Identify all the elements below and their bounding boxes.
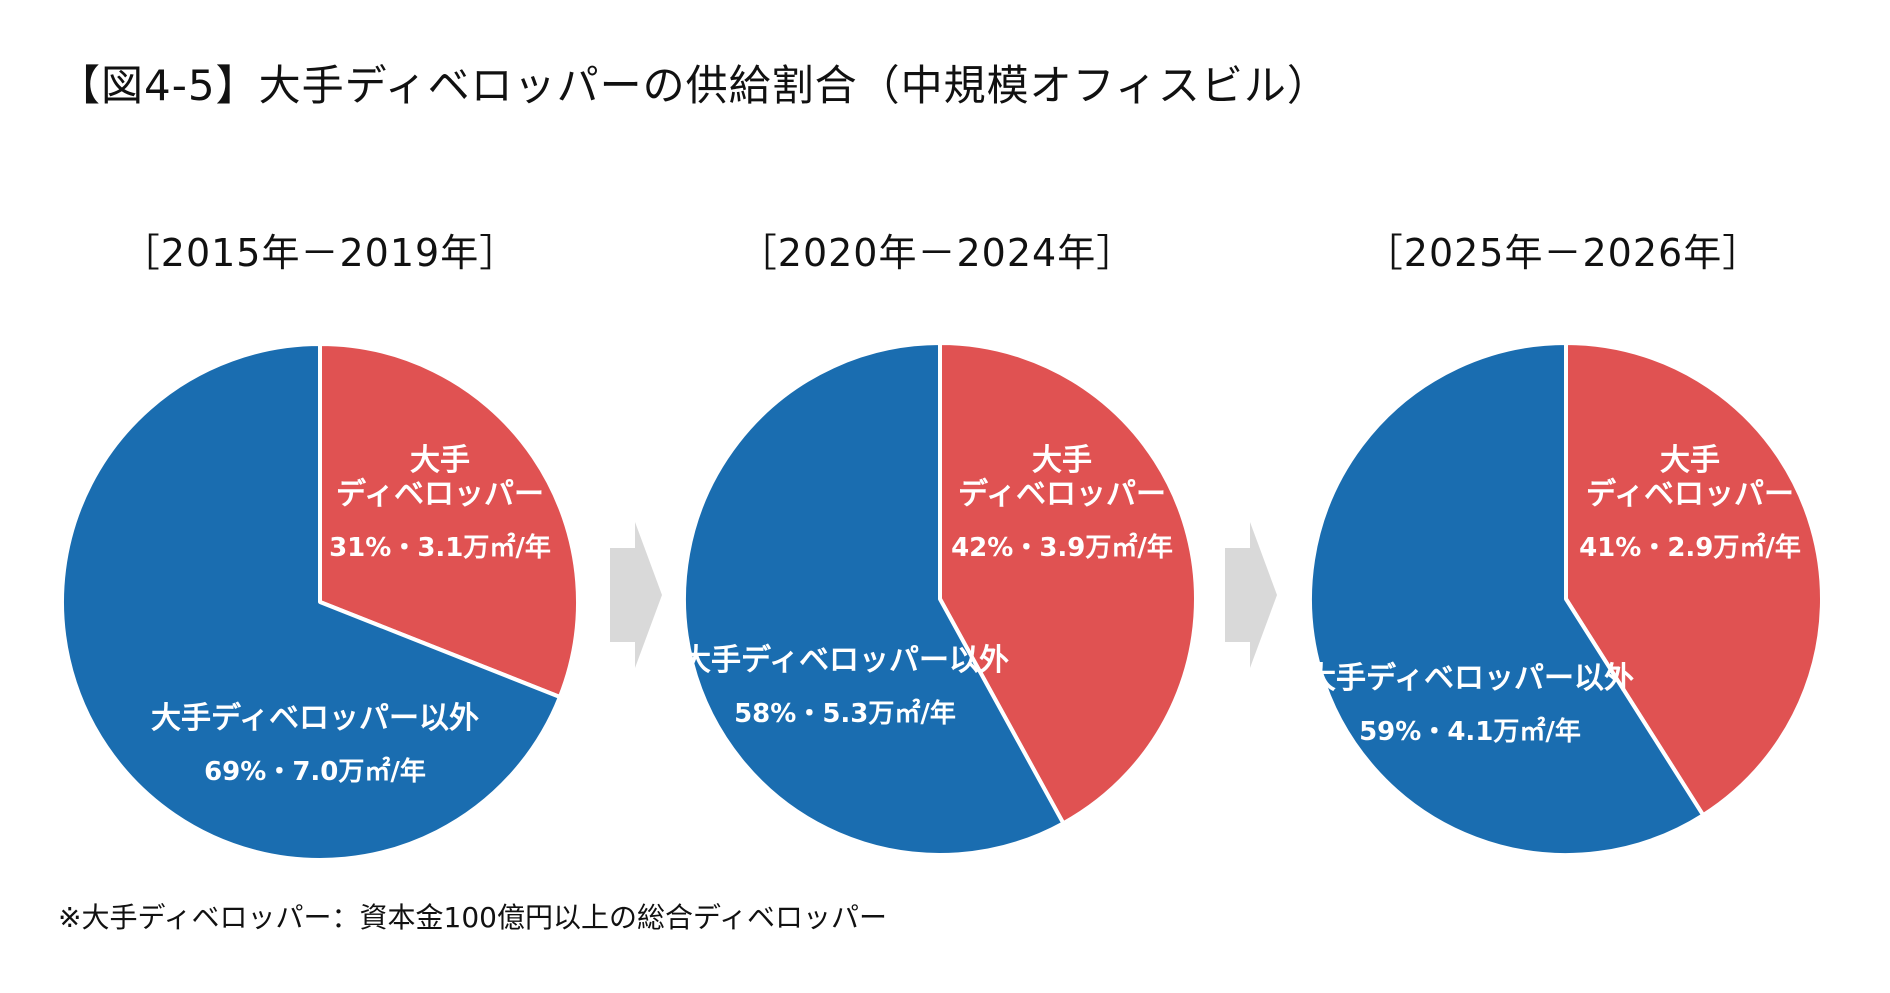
period-label-3: ［2025年－2026年］ [1364,231,1762,275]
pie-3-other-name-line-1: 大手ディベロッパー以外 [1306,661,1634,696]
period-label-2: ［2020年－2024年］ [738,231,1136,275]
pie-1-major-name-line-1: 大手 [410,443,470,478]
arrow-right-icon [610,522,662,668]
pie-3-other-value-label: 59%・4.1万㎡/年 [1359,716,1581,747]
period-label-1: ［2015年－2019年］ [121,231,519,275]
pie-2-major-value-label: 42%・3.9万㎡/年 [951,532,1173,563]
pie-2-other-name-line-1: 大手ディベロッパー以外 [681,643,1009,678]
pie-1-major-name-line-2: ディベロッパー [336,477,544,512]
pie-2-major-name-line-2: ディベロッパー [958,477,1166,512]
pie-2-slice-major [938,341,1198,826]
pie-1-slice-major [318,342,580,699]
pie-1-other-name-line-1: 大手ディベロッパー以外 [151,701,479,736]
arrow-right-icon [1225,522,1277,668]
pie-3-slice-other [1308,341,1706,857]
pie-3-major-name-line-2: ディベロッパー [1586,477,1794,512]
pie-3-major-name-line-1: 大手 [1660,443,1720,478]
pie-2-other-value-label: 58%・5.3万㎡/年 [734,698,956,729]
chart-title: 【図4-5】大手ディベロッパーの供給割合（中規模オフィスビル） [58,61,1330,110]
pie-1-other-value-label: 69%・7.0万㎡/年 [204,756,426,787]
pie-2-slice-other [682,341,1066,857]
pie-2-major-name-line-1: 大手 [1032,443,1092,478]
pie-1-major-value-label: 31%・3.1万㎡/年 [329,532,551,563]
footnote: ※大手ディベロッパー：資本金100億円以上の総合ディベロッパー [58,901,887,934]
pie-3-major-value-label: 41%・2.9万㎡/年 [1579,532,1801,563]
pie-1-slice-other [60,342,562,862]
